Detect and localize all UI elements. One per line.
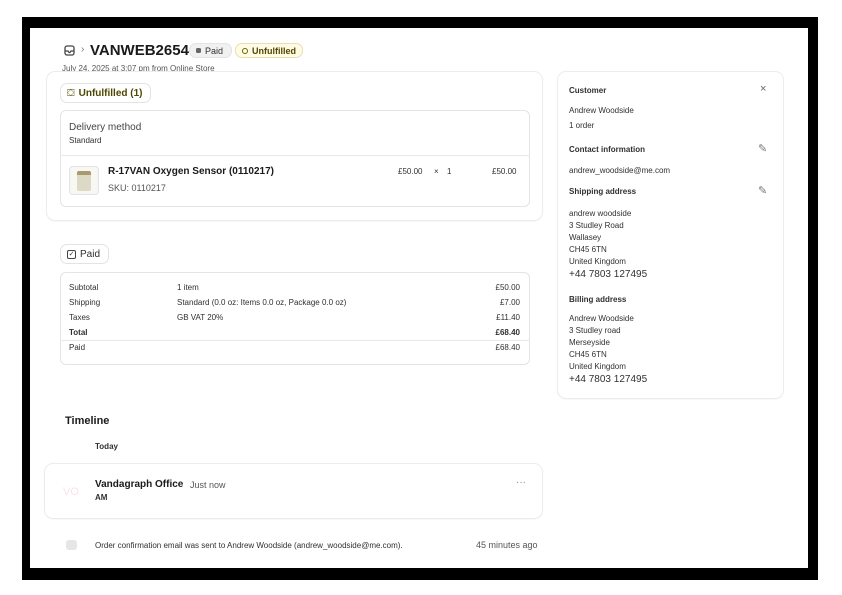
- shipping-title: Shipping address: [569, 187, 637, 196]
- product-name-link[interactable]: R-17VAN Oxygen Sensor (0110217): [108, 166, 275, 177]
- shipping-phone: +44 7803 127495: [569, 269, 648, 280]
- close-icon[interactable]: ×: [760, 83, 767, 95]
- orders-icon[interactable]: [64, 45, 75, 56]
- address-line: Andrew Woodside: [569, 314, 634, 323]
- billing-address: Andrew Woodside 3 Studley road Merseyside C…: [569, 313, 634, 373]
- delivery-method-label: Delivery method: [69, 122, 142, 133]
- divider: [60, 340, 530, 341]
- contact-title: Contact information: [569, 145, 645, 154]
- customer-name-link[interactable]: Andrew Woodside: [569, 106, 634, 115]
- timeline-day: Today: [95, 442, 118, 451]
- timeline-comment: [45, 464, 542, 518]
- delivery-method-value: Standard: [69, 136, 102, 145]
- summary-amount: £68.40: [495, 328, 520, 337]
- summary-detail: Standard (0.0 oz: Items 0.0 oz, Package …: [177, 298, 347, 307]
- avatar: VO: [63, 486, 79, 498]
- unfulfilled-status-button[interactable]: ⛋ Unfulfilled (1): [60, 83, 151, 103]
- billing-phone: +44 7803 127495: [569, 374, 648, 385]
- edit-shipping-pencil-icon[interactable]: ✎: [758, 185, 768, 197]
- summary-label: Shipping: [69, 298, 101, 307]
- product-sku: SKU: 0110217: [108, 183, 166, 193]
- page-title: VANWEB2654: [90, 42, 189, 59]
- timeline-title: Timeline: [65, 415, 110, 427]
- more-actions-icon[interactable]: ···: [516, 477, 526, 488]
- summary-amount: £11.40: [496, 313, 520, 322]
- summary-amount: £50.00: [495, 283, 520, 292]
- product-image[interactable]: [69, 166, 99, 195]
- line-items-box: [60, 110, 530, 207]
- order-date: July 24, 2025 at 3:07 pm from Online Sto…: [62, 64, 215, 73]
- event-bullet-icon: [66, 540, 77, 550]
- customer-title: Customer: [569, 86, 607, 95]
- address-line: CH45 6TN: [569, 245, 607, 254]
- item-price: £50.00: [398, 167, 423, 176]
- comment-author: Vandagraph Office: [95, 479, 184, 490]
- receipt-check-icon: ✓: [67, 249, 76, 259]
- summary-amount: £7.00: [499, 298, 520, 307]
- summary-label: Subtotal: [69, 283, 99, 292]
- summary-label: Total: [69, 328, 88, 337]
- paid-badge: Paid: [189, 43, 232, 58]
- circle-icon: [242, 47, 248, 54]
- dot-icon: [196, 48, 201, 53]
- address-line: United Kingdom: [569, 257, 626, 266]
- badge-label: Paid: [205, 45, 224, 56]
- status-label: Unfulfilled (1): [78, 87, 143, 99]
- payment-summary-box: [60, 272, 530, 365]
- customer-email[interactable]: andrew_woodside@me.com: [569, 166, 671, 175]
- event-time: 45 minutes ago: [476, 540, 538, 550]
- comment-text: AM: [95, 493, 108, 502]
- badge-label: Unfulfilled: [252, 45, 296, 56]
- event-text: Order confirmation email was sent to And…: [95, 541, 403, 550]
- paid-status-button[interactable]: ✓ Paid: [60, 244, 109, 264]
- summary-detail: GB VAT 20%: [177, 313, 224, 322]
- summary-detail: 1 item: [177, 283, 199, 292]
- address-line: Wallasey: [569, 233, 602, 242]
- customer-card: [558, 72, 783, 398]
- comment-time: Just now: [190, 480, 226, 490]
- address-line: CH45 6TN: [569, 350, 607, 359]
- summary-label: Taxes: [69, 313, 90, 322]
- fulfillment-icon: ⛋: [67, 87, 75, 99]
- shipping-address: andrew woodside 3 Studley Road Wallasey CH4…: [569, 208, 631, 268]
- unfulfilled-badge: Unfulfilled: [235, 43, 303, 58]
- status-label: Paid: [80, 248, 101, 260]
- billing-title: Billing address: [569, 295, 627, 304]
- address-line: United Kingdom: [569, 362, 626, 371]
- edit-contact-pencil-icon[interactable]: ✎: [758, 143, 768, 155]
- item-total: £50.00: [492, 167, 517, 176]
- address-line: 3 Studley Road: [569, 221, 624, 230]
- divider: [60, 155, 530, 156]
- address-line: 3 Studley road: [569, 326, 621, 335]
- times-icon: ×: [434, 167, 439, 176]
- summary-amount: £68.40: [495, 343, 520, 352]
- address-line: andrew woodside: [569, 209, 632, 218]
- breadcrumb-chevron-icon: ›: [81, 44, 85, 55]
- address-line: Merseyside: [569, 338, 610, 347]
- summary-label: Paid: [69, 343, 86, 352]
- item-quantity: 1: [447, 167, 452, 176]
- customer-orders[interactable]: 1 order: [569, 121, 595, 130]
